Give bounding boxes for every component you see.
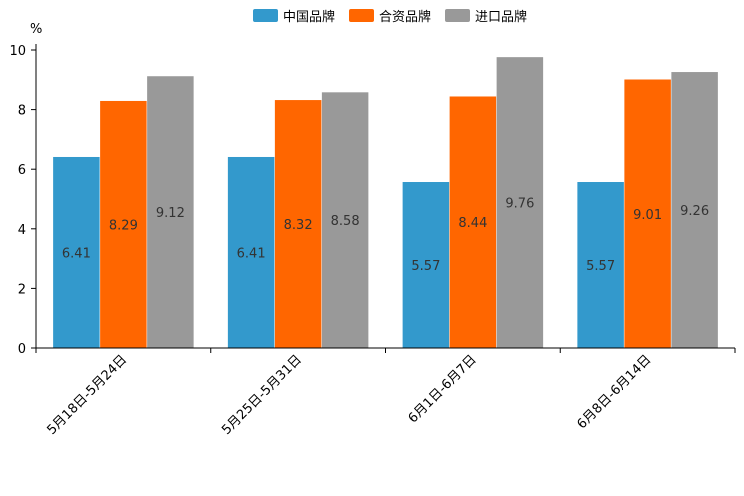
y-axis-unit-label: % xyxy=(30,22,42,37)
y-tick-label: 10 xyxy=(9,44,26,59)
legend-swatch xyxy=(349,9,374,22)
bar-value-label: 5.57 xyxy=(411,259,440,274)
bar-value-label: 8.44 xyxy=(458,216,487,231)
x-category-label: 5月18日-5月24日 xyxy=(44,352,130,438)
bars-group: 6.41 8.29 9.12 6.41 8.32 8.58 5.57 8.44 9.76 5.57… xyxy=(53,57,718,349)
bar-value-label: 9.12 xyxy=(156,206,185,221)
bar xyxy=(147,76,194,348)
x-category-label: 5月25日-5月31日 xyxy=(219,352,305,438)
x-category-label: 6月8日-6月14日 xyxy=(575,352,655,432)
legend-label: 合资品牌 xyxy=(379,9,431,25)
bar xyxy=(577,182,624,348)
bar xyxy=(449,96,497,348)
bar-value-label: 9.76 xyxy=(505,197,534,212)
y-tick-label: 2 xyxy=(18,282,26,297)
bar-value-label: 8.32 xyxy=(284,218,313,233)
bar xyxy=(274,100,322,349)
legend-swatch xyxy=(445,9,470,22)
bar xyxy=(53,156,100,348)
legend-swatch xyxy=(253,9,278,22)
bar-value-label: 8.29 xyxy=(109,218,138,233)
x-category-label: 6月1日-6月7日 xyxy=(406,352,480,426)
bar xyxy=(321,92,369,348)
bar xyxy=(624,79,671,348)
legend-label: 进口品牌 xyxy=(475,9,527,25)
bar-value-label: 8.58 xyxy=(331,214,360,229)
y-tick-label: 0 xyxy=(18,342,26,357)
y-tick-label: 4 xyxy=(18,223,26,238)
legend: 中国品牌 合资品牌 进口品牌 xyxy=(253,9,527,25)
bar-value-label: 6.41 xyxy=(62,246,91,261)
y-axis: 0 2 4 6 8 10 xyxy=(9,44,37,357)
bar-value-label: 5.57 xyxy=(586,259,615,274)
bar-value-label: 9.01 xyxy=(633,208,662,223)
x-axis: 5月18日-5月24日 5月25日-5月31日 6月1日-6月7日 6月8日-6月14… xyxy=(35,347,736,438)
bar-value-label: 6.41 xyxy=(237,246,266,261)
bar xyxy=(496,57,544,348)
bar xyxy=(100,100,147,348)
bar xyxy=(402,182,450,348)
y-tick-label: 6 xyxy=(18,163,26,178)
y-tick-label: 8 xyxy=(18,104,26,119)
bar-value-label: 9.26 xyxy=(680,204,709,219)
bar xyxy=(671,72,718,348)
legend-label: 中国品牌 xyxy=(283,9,335,25)
bar xyxy=(227,156,275,348)
